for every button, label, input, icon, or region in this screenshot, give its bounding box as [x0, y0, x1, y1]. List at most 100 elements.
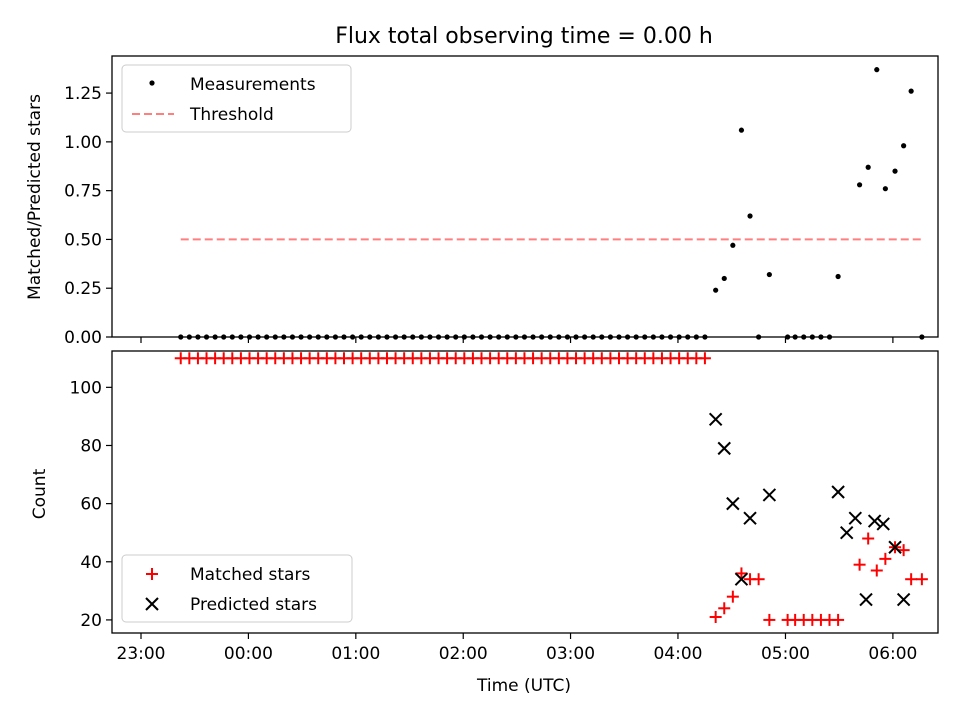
measurement-point — [713, 287, 719, 293]
predicted-stars-point-b — [888, 540, 902, 554]
predicted-stars-point — [839, 525, 854, 540]
matched-stars-point — [735, 567, 748, 580]
y-tick-label: 0.00 — [64, 328, 102, 348]
y-tick-label: 80 — [80, 436, 102, 456]
predicted-stars-point — [708, 412, 723, 427]
predicted-stars-point-b — [839, 525, 854, 540]
ratio-y-axis-label: Matched/Predicted stars — [25, 94, 45, 300]
predicted-stars-point — [848, 511, 862, 525]
measurement-point — [908, 88, 914, 94]
predicted-stars-point — [762, 488, 777, 502]
measurement-point — [882, 186, 888, 192]
x-tick-label: 05:00 — [761, 644, 810, 664]
predicted-stars-point-b — [831, 485, 845, 499]
legend-predicted-marker — [145, 597, 159, 611]
matched-stars-point — [870, 564, 883, 577]
legend-matched-marker — [146, 568, 158, 580]
x-tick-label: 02:00 — [439, 644, 488, 664]
count-legend: Matched stars Predicted stars — [121, 554, 353, 623]
y-tick-label: 1.00 — [64, 133, 102, 153]
legend-threshold-label: Threshold — [189, 105, 274, 125]
ratio-legend-box — [121, 64, 352, 133]
matched-stars-point — [752, 573, 765, 586]
measurement-point — [892, 168, 898, 174]
predicted-stars-point-b — [762, 488, 777, 502]
predicted-stars-point-b — [708, 412, 723, 427]
predicted-stars-point — [717, 441, 731, 456]
matched-stars-point — [763, 613, 776, 626]
predicted-stars-point — [876, 517, 890, 531]
x-tick-label: 01:00 — [331, 644, 380, 664]
measurement-point — [721, 275, 727, 282]
measurement-point — [747, 213, 753, 219]
predicted-stars-point — [867, 514, 882, 528]
ratio-plot-area — [178, 67, 925, 340]
predicted-stars-point-b — [867, 514, 882, 528]
y-tick-label: 40 — [80, 553, 102, 573]
x-axis-label: Time (UTC) — [476, 676, 571, 696]
ratio-legend: Measurements Threshold — [121, 64, 352, 133]
count-axes-frame — [111, 350, 939, 634]
count-plot-area — [174, 352, 928, 626]
y-tick-label: 1.25 — [64, 84, 102, 104]
legend-measurements-label: Measurements — [190, 75, 316, 95]
predicted-stars-point-b — [743, 511, 757, 525]
legend-matched-label: Matched stars — [190, 565, 310, 585]
predicted-stars-point — [734, 572, 749, 586]
y-tick-label: 0.75 — [64, 182, 102, 202]
predicted-stars-point-b — [859, 592, 873, 607]
measurement-point — [874, 67, 880, 73]
measurement-point — [856, 182, 863, 188]
predicted-stars-point-b — [717, 441, 731, 456]
ratio-panel: 0.00 0.25 0.50 0.75 1.00 1.25 Matched/Predict… — [25, 55, 939, 348]
matched-stars-point — [726, 590, 739, 603]
predicted-stars-point-b — [734, 572, 749, 586]
ratio-y-ticks: 0.00 0.25 0.50 0.75 1.00 1.25 — [64, 84, 112, 348]
predicted-stars-point — [743, 511, 757, 525]
y-tick-label: 0.25 — [64, 279, 102, 299]
count-y-axis-label: Count — [30, 468, 50, 519]
count-legend-box — [121, 554, 353, 623]
matched-stars-point — [709, 611, 722, 624]
count-x-ticks: 23:00 00:00 01:00 02:00 03:00 04:00 05:00 06:00 — [117, 633, 917, 664]
matched-stars-point — [879, 552, 892, 565]
y-tick-label: 0.50 — [64, 230, 102, 250]
x-tick-label: 23:00 — [117, 644, 166, 664]
predicted-stars-point — [859, 592, 873, 607]
x-tick-label: 06:00 — [868, 644, 917, 664]
measurement-point — [730, 242, 736, 248]
count-panel: 20 40 60 80 100 23:00 00:00 01:00 02:00 03:00 04:… — [30, 350, 939, 664]
x-tick-label: 00:00 — [224, 644, 273, 664]
predicted-stars-point — [896, 592, 911, 607]
y-tick-label: 60 — [80, 495, 102, 515]
measurement-point — [901, 143, 907, 149]
matched-stars-point — [905, 573, 918, 586]
measurement-point — [865, 164, 871, 170]
matched-stars-point — [698, 352, 711, 365]
matched-stars-point — [718, 602, 731, 615]
predicted-stars-point — [831, 485, 845, 499]
measurement-point — [766, 271, 772, 278]
ratio-axes-frame — [111, 55, 939, 338]
predicted-stars-point — [888, 540, 902, 554]
matched-stars-point — [862, 532, 875, 545]
y-tick-label: 20 — [80, 611, 102, 631]
matched-stars-point — [832, 613, 845, 626]
legend-measurements-marker — [149, 80, 155, 86]
y-tick-label: 100 — [70, 378, 102, 398]
matched-stars-point — [897, 544, 910, 557]
predicted-stars-point — [726, 496, 740, 511]
predicted-stars-point-b — [726, 496, 740, 511]
predicted-stars-point-b — [896, 592, 911, 607]
count-y-ticks: 20 40 60 80 100 — [70, 378, 112, 631]
matched-stars-point — [915, 573, 928, 586]
predicted-stars-point-b — [848, 511, 862, 525]
chart-title: Flux total observing time = 0.00 h — [335, 24, 713, 49]
predicted-stars-point-b — [876, 517, 890, 531]
legend-predicted-label: Predicted stars — [190, 595, 317, 615]
matched-stars-point — [853, 558, 866, 571]
measurement-point — [835, 273, 841, 280]
x-tick-label: 04:00 — [653, 644, 702, 664]
measurement-point — [738, 127, 745, 133]
